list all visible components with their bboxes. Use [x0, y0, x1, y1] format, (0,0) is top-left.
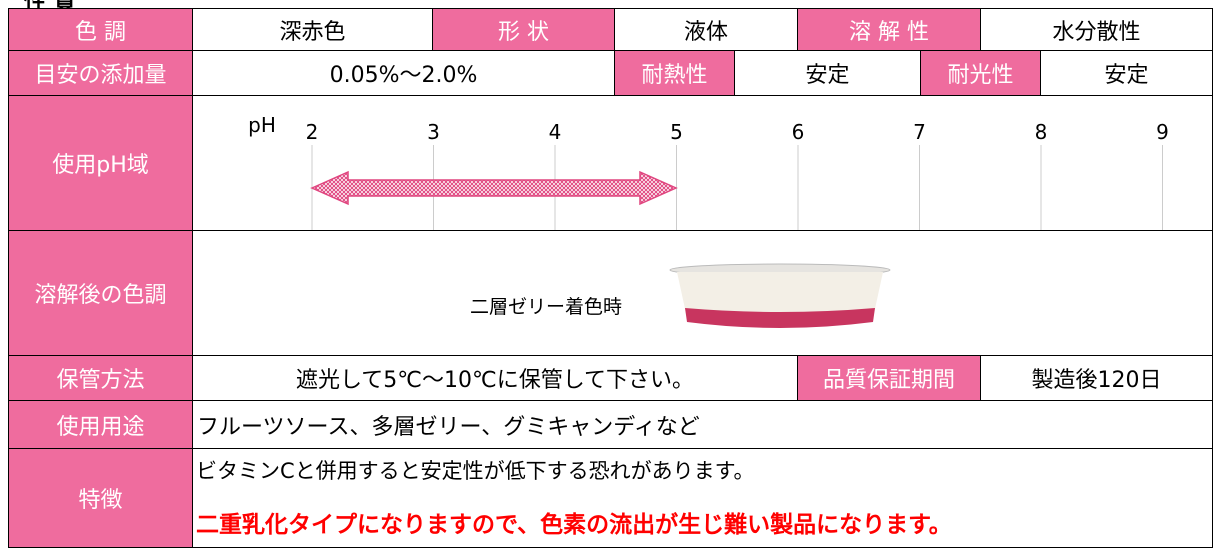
- label-cell: 品質保証期間: [797, 355, 981, 401]
- label-cell: 溶解後の色調: [8, 230, 193, 356]
- value-cell: 製造後120日: [980, 355, 1213, 401]
- jelly-photo: [669, 263, 891, 328]
- ph-tick-label: 3: [427, 120, 440, 144]
- ph-tick-label: 8: [1035, 120, 1048, 144]
- label-cell: 目安の添加量: [8, 50, 193, 96]
- label-cell: 保管方法: [8, 355, 193, 401]
- ph-range-arrow: [310, 170, 678, 206]
- value-cell: フルーツソース、多層ゼリー、グミキャンディなど: [192, 400, 1213, 449]
- feature-note: ビタミンCと併用すると安定性が低下する恐れがあります。: [196, 459, 755, 483]
- label-cell: 使用pH域: [8, 95, 193, 231]
- ph-unit: pH: [248, 113, 276, 137]
- ph-tick-label: 4: [549, 120, 562, 144]
- ph-tick-label: 7: [913, 120, 926, 144]
- label-cell: 耐光性: [920, 50, 1041, 96]
- ph-tick-label: 6: [792, 120, 805, 144]
- value-cell: 遮光して5℃〜10℃に保管して下さい。: [192, 355, 798, 401]
- ph-tick-label: 9: [1156, 120, 1169, 144]
- label-cell: 使用用途: [8, 400, 193, 449]
- caption: 二層ゼリー着色時: [470, 296, 623, 318]
- label-cell: 形 状: [432, 8, 615, 51]
- feature-note-emphasis: 二重乳化タイプになりますので、色素の流出が生じ難い製品になります。: [196, 512, 952, 538]
- ph-tick-label: 5: [670, 120, 683, 144]
- label-cell: 特徴: [8, 448, 193, 548]
- ph-tick-label: 2: [306, 120, 319, 144]
